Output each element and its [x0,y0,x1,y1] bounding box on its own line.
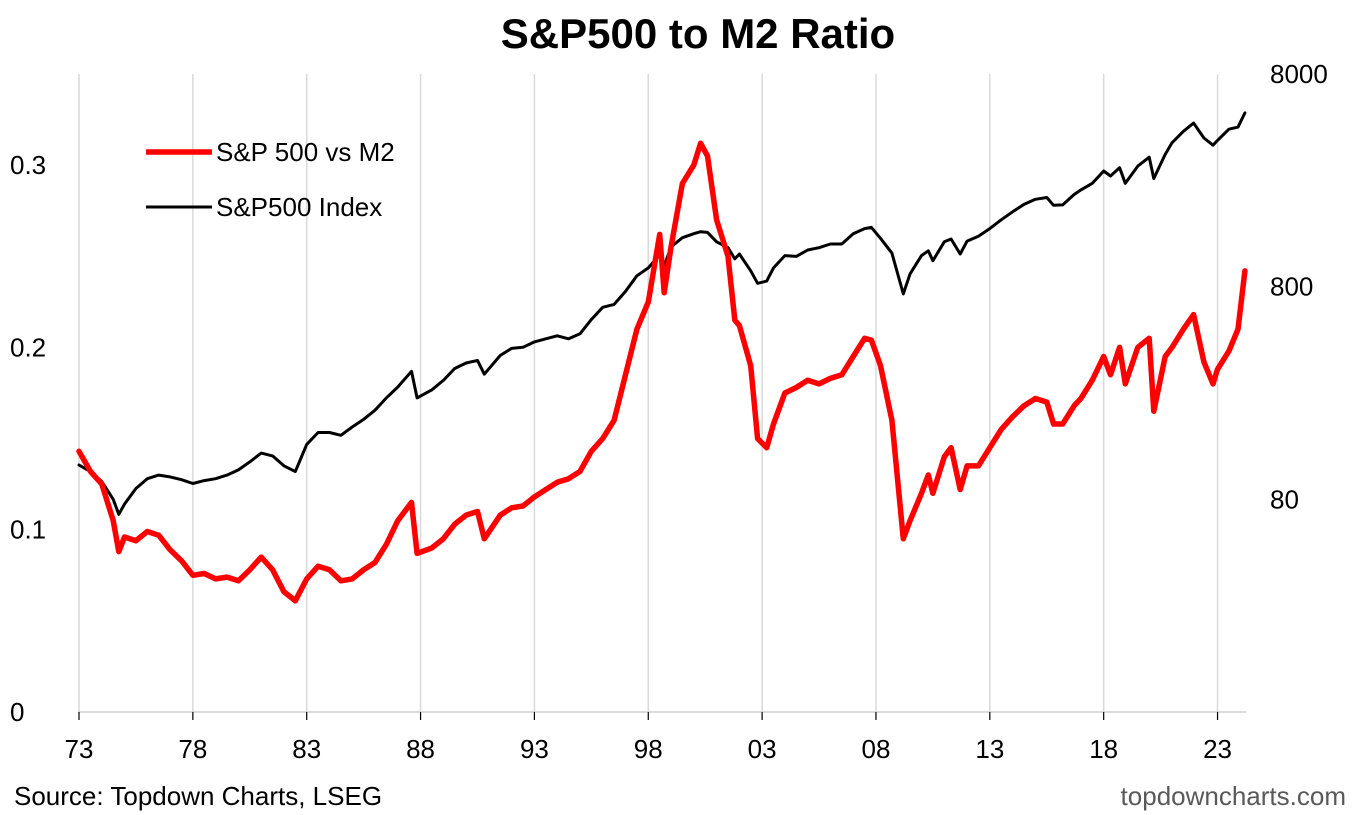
x-tick-label: 73 [65,734,94,764]
legend-label: S&P 500 vs M2 [216,137,395,167]
chart-title: S&P500 to M2 Ratio [501,10,895,57]
x-tick-label: 93 [520,734,549,764]
x-axis-ticks: 73 78 83 88 93 98 03 08 13 18 23 [65,712,1232,764]
x-tick-label: 03 [748,734,777,764]
left-tick-label: 0.3 [10,150,46,180]
right-tick-label: 80 [1270,484,1299,514]
x-tick-label: 98 [634,734,663,764]
left-tick-label: 0.2 [10,332,46,362]
right-axis-ticks: 80 800 8000 [1270,59,1328,514]
watermark-text: topdowncharts.com [1121,781,1346,811]
left-axis-ticks: 0 0.1 0.2 0.3 [10,150,46,727]
x-tick-label: 78 [178,734,207,764]
legend: S&P 500 vs M2 S&P500 Index [146,137,395,222]
series-line-sp500-index [77,111,1247,516]
x-tick-label: 23 [1203,734,1232,764]
series-line-sp500-vs-m2 [76,140,1248,604]
x-tick-label: 13 [975,734,1004,764]
x-tick-label: 88 [406,734,435,764]
x-tick-label: 08 [862,734,891,764]
series-lines [76,111,1248,604]
x-tick-label: 83 [292,734,321,764]
right-tick-label: 800 [1270,272,1313,302]
vertical-gridlines [78,74,1219,712]
left-tick-label: 0.1 [10,515,46,545]
source-note: Source: Topdown Charts, LSEG [14,781,382,811]
right-tick-label: 8000 [1270,59,1328,89]
x-tick-label: 18 [1089,734,1118,764]
left-tick-label: 0 [10,697,24,727]
legend-label: S&P500 Index [216,192,382,222]
